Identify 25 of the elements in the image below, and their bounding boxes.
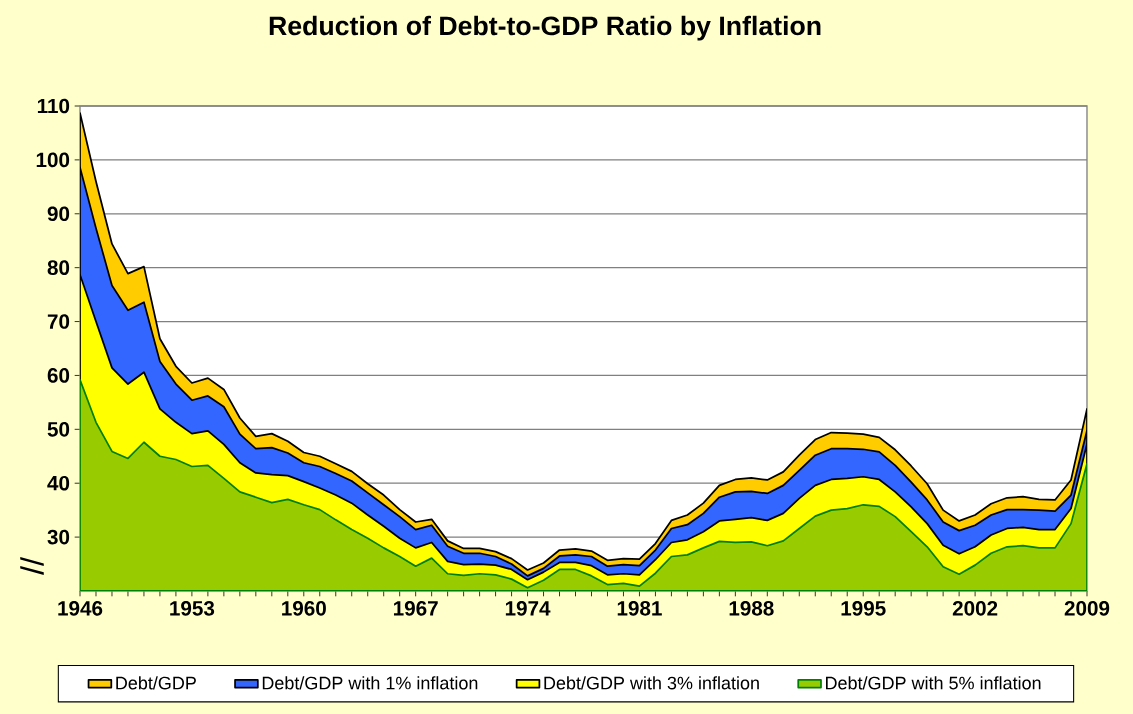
x-tick-label: 1981 (617, 601, 662, 616)
y-tick-label: 30 (47, 529, 70, 545)
x-tick-label: 1988 (729, 601, 774, 616)
x-tick-label: 1995 (841, 601, 886, 616)
x-tick-label: 2009 (1064, 601, 1110, 616)
legend-label: Debt/GDP with 1% inflation (262, 676, 478, 690)
y-tick-label: 110 (37, 98, 70, 114)
x-tick-label: 1960 (282, 601, 326, 616)
y-tick-label: 80 (47, 260, 70, 275)
y-tick-label: 100 (36, 152, 70, 168)
legend-label: Debt/GDP (116, 676, 196, 690)
y-tick-label: 90 (47, 206, 70, 222)
x-tick-label: 1974 (505, 601, 551, 616)
y-tick-label: 40 (47, 475, 70, 491)
chart-title: Reduction of Debt-to-GDP Ratio by Inflation (269, 15, 821, 41)
x-tick-label: 1967 (393, 601, 438, 616)
text: // (20, 557, 44, 575)
x-tick-label: 1953 (170, 601, 215, 616)
legend-label: Debt/GDP with 3% inflation (544, 676, 759, 690)
y-tick-label: 60 (47, 368, 70, 383)
legend-label: Debt/GDP with 5% inflation (826, 676, 1041, 690)
x-tick-label: 1946 (58, 601, 103, 616)
y-tick-label: 70 (47, 314, 70, 329)
y-tick-label: 50 (47, 422, 70, 437)
x-tick-label: 2002 (952, 601, 998, 616)
